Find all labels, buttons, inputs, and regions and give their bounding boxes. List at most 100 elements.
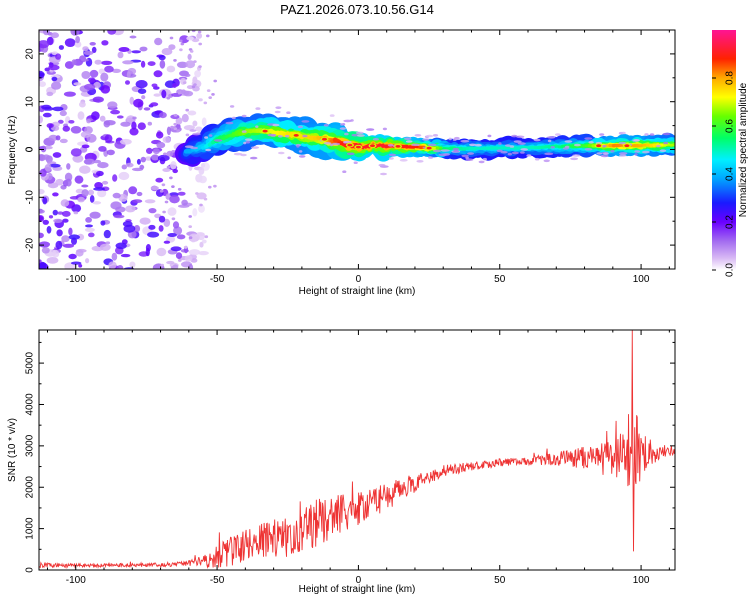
noise-blob (167, 233, 177, 237)
noise-blob (132, 116, 137, 120)
noise-blob (111, 68, 121, 73)
noise-blob (136, 191, 143, 197)
noise-blob (80, 131, 91, 138)
noise-blob (56, 229, 63, 237)
ridge-wisp (301, 120, 310, 123)
noise-blob (159, 189, 164, 193)
noise-blob (168, 44, 176, 50)
ridge-wisp (209, 134, 213, 137)
noise-blob (39, 188, 45, 195)
ridge-wisp (233, 152, 243, 156)
noise-blob (74, 41, 82, 48)
ridge-wisp (478, 160, 485, 164)
noise-blob (39, 209, 45, 214)
noise-blob (47, 182, 59, 189)
noise-blob (158, 215, 166, 223)
y-tick-label: -20 (25, 237, 36, 252)
ridge-wisp (448, 137, 452, 141)
noise-blob (171, 217, 176, 221)
ridge-wisp (414, 134, 422, 137)
noise-blob (70, 148, 82, 157)
noise-blob (132, 199, 143, 204)
ridge-wisp (272, 123, 280, 127)
ridge-wisp (547, 139, 552, 143)
noise-blob (129, 261, 136, 268)
ridge-wisp (572, 154, 581, 157)
ridge-wisp (426, 134, 434, 138)
ridge-wisp (596, 152, 603, 155)
ridge-wisp (534, 157, 540, 161)
noise-blob (198, 98, 203, 102)
ridge-wisp (323, 142, 332, 145)
noise-blob (140, 156, 146, 163)
noise-blob (196, 33, 203, 39)
y-tick-label: 2000 (25, 476, 36, 499)
noise-blob (39, 261, 47, 269)
ridge-hotspot-core (369, 144, 376, 148)
noise-blob (137, 122, 146, 130)
noise-blob (106, 149, 115, 156)
noise-blob (55, 240, 63, 250)
noise-blob (39, 115, 43, 124)
noise-blob (62, 243, 75, 248)
ridge-wisp (656, 144, 661, 148)
colorbar-tick-label: 0.8 (725, 71, 736, 85)
noise-blob (83, 158, 96, 165)
noise-blob (74, 175, 84, 184)
ridge-wisp (505, 144, 511, 147)
noise-blob (55, 53, 62, 60)
noise-blob (111, 252, 118, 261)
ridge-wisp (411, 143, 420, 147)
noise-blob (162, 136, 171, 143)
noise-blob (117, 51, 124, 59)
ridge-wisp (343, 119, 353, 123)
ridge-hotspot-core (293, 134, 299, 137)
noise-blob (187, 110, 197, 116)
x-tick-label: 50 (494, 274, 506, 285)
ridge-wisp (388, 157, 394, 160)
ridge-wisp (619, 152, 628, 155)
ridge-wisp (584, 148, 593, 151)
x-tick-label: 50 (494, 575, 506, 586)
ridge-wisp (225, 121, 234, 125)
noise-blob (193, 60, 197, 63)
noise-blob (211, 93, 215, 96)
noise-blob (163, 218, 171, 227)
noise-blob (197, 30, 202, 34)
ridge-wisp (344, 132, 349, 136)
noise-blob (39, 168, 47, 177)
noise-blob (73, 82, 82, 86)
ridge-wisp (405, 140, 413, 143)
noise-blob (183, 90, 194, 97)
noise-blob (68, 120, 75, 124)
noise-blob (169, 176, 173, 180)
noise-blob (129, 127, 139, 136)
snr-plot (39, 330, 675, 569)
ridge-wisp (296, 145, 300, 148)
noise-blob (159, 112, 167, 119)
noise-blob (116, 115, 124, 119)
ridge-hotspot-core (596, 144, 602, 148)
noise-blob (150, 186, 159, 190)
ridge-wisp (323, 124, 329, 127)
ridge-wisp (642, 150, 650, 154)
noise-blob (85, 258, 90, 264)
ridge-wisp (204, 136, 209, 139)
ridge-wisp (659, 149, 667, 152)
noise-blob (200, 163, 206, 168)
ridge-wisp (644, 133, 649, 136)
noise-blob (122, 60, 134, 65)
noise-blob (193, 83, 197, 86)
noise-blob (88, 77, 96, 83)
noise-blob (79, 165, 91, 174)
noise-blob (135, 80, 148, 89)
ridge-wisp (649, 133, 655, 136)
noise-blob (146, 147, 153, 154)
noise-blob (156, 247, 167, 257)
noise-blob (99, 243, 111, 251)
ridge-wisp (517, 142, 526, 145)
noise-blob (180, 42, 185, 46)
noise-blob (187, 53, 192, 61)
ridge-wisp (380, 172, 387, 176)
noise-blob (62, 218, 69, 223)
